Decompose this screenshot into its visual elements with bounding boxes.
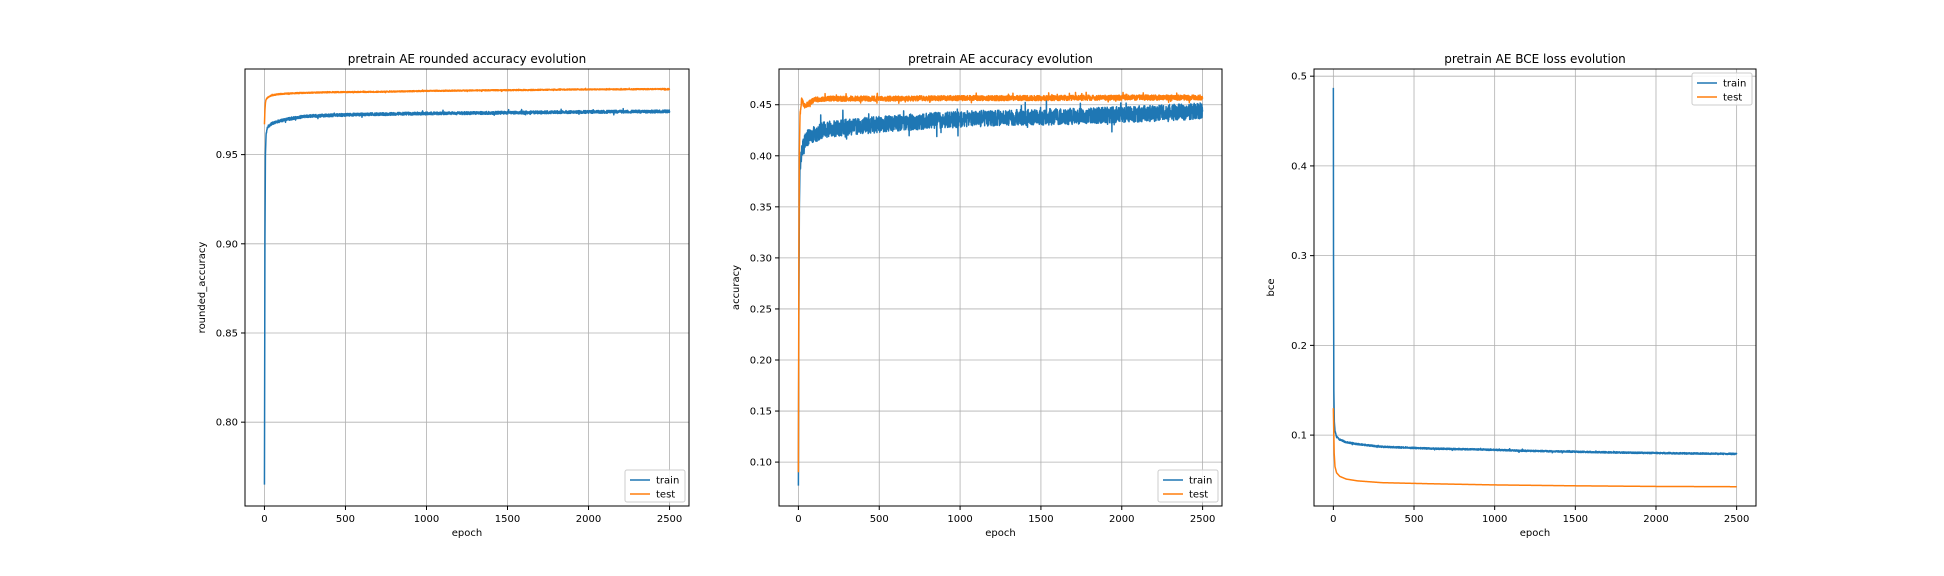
series-line-test (1332, 408, 1738, 488)
x-tick-label: 1500 (1563, 514, 1588, 525)
legend-label-test: test (1723, 93, 1742, 104)
y-tick-label: 0.40 (750, 151, 772, 162)
series-line-test (263, 87, 671, 125)
chart-3: 0 500 1000 1500 2000 2500 0.1 0.2 0.3 0.4 0.5 pretr… (1266, 52, 1757, 539)
y-tick-label: 0.30 (750, 253, 772, 264)
x-axis-label: epoch (452, 528, 482, 539)
y-tick-label: 0.1 (1291, 431, 1307, 442)
x-tick-label: 1000 (414, 514, 439, 525)
x-tick-label: 2000 (1643, 514, 1668, 525)
x-tick-label: 1000 (947, 514, 972, 525)
x-tick-label: 0 (1330, 514, 1336, 525)
x-tick-label: 1500 (1028, 514, 1053, 525)
y-tick-label: 0.20 (750, 355, 772, 366)
x-tick-label: 500 (870, 514, 889, 525)
axes-frame (1313, 68, 1757, 507)
series-line-train (1332, 87, 1738, 456)
x-tick-label: 500 (1404, 514, 1423, 525)
y-tick-label: 0.45 (750, 100, 772, 111)
y-tick-label: 0.2 (1291, 341, 1307, 352)
y-tick-label: 0.90 (216, 239, 238, 250)
x-axis-label: epoch (985, 528, 1015, 539)
y-tick-label: 0.3 (1291, 251, 1307, 262)
y-tick-label: 0.35 (750, 202, 772, 213)
y-axis-label: accuracy (731, 265, 742, 310)
y-axis-label: rounded_accuracy (197, 242, 208, 334)
y-tick-label: 0.25 (750, 304, 772, 315)
x-tick-label: 2000 (1109, 514, 1134, 525)
legend-label-train: train (656, 476, 679, 487)
legend-label-test: test (656, 490, 675, 501)
legend-label-train: train (1189, 476, 1212, 487)
y-tick-label: 0.10 (750, 458, 772, 469)
x-axis-label: epoch (1520, 528, 1550, 539)
legend-label-train: train (1723, 79, 1746, 90)
y-tick-label: 0.4 (1291, 161, 1307, 172)
x-tick-label: 0 (261, 514, 267, 525)
y-tick-label: 0.5 (1291, 72, 1307, 83)
chart-title: pretrain AE BCE loss evolution (1444, 52, 1626, 66)
x-tick-label: 2500 (657, 514, 682, 525)
chart-1: 0 500 1000 1500 2000 2500 0.80 0.85 0.90 0.95 pret… (197, 52, 690, 539)
chart-title: pretrain AE rounded accuracy evolution (348, 52, 586, 66)
y-tick-label: 0.80 (216, 418, 238, 429)
x-tick-label: 1000 (1482, 514, 1507, 525)
series-line-test (797, 91, 1204, 473)
chart-title: pretrain AE accuracy evolution (908, 52, 1093, 66)
series-line-train (797, 99, 1204, 486)
y-axis-label: bce (1266, 279, 1277, 297)
y-tick-label: 0.15 (750, 407, 772, 418)
axes-frame (244, 68, 690, 507)
y-tick-label: 0.85 (216, 328, 238, 339)
series-line-train (263, 107, 671, 485)
x-tick-label: 1500 (495, 514, 520, 525)
chart-2: 0 500 1000 1500 2000 2500 0.10 0.15 0.20 0.25 0.30… (731, 52, 1223, 539)
x-tick-label: 2500 (1190, 514, 1215, 525)
axes-frame (778, 68, 1223, 507)
x-tick-label: 2500 (1724, 514, 1749, 525)
x-tick-label: 500 (336, 514, 355, 525)
x-tick-label: 0 (795, 514, 801, 525)
legend-label-test: test (1189, 490, 1208, 501)
y-tick-label: 0.95 (216, 150, 238, 161)
legend: train test (1691, 72, 1753, 106)
legend: train test (1157, 469, 1219, 503)
legend: train test (624, 469, 686, 503)
x-tick-label: 2000 (576, 514, 601, 525)
